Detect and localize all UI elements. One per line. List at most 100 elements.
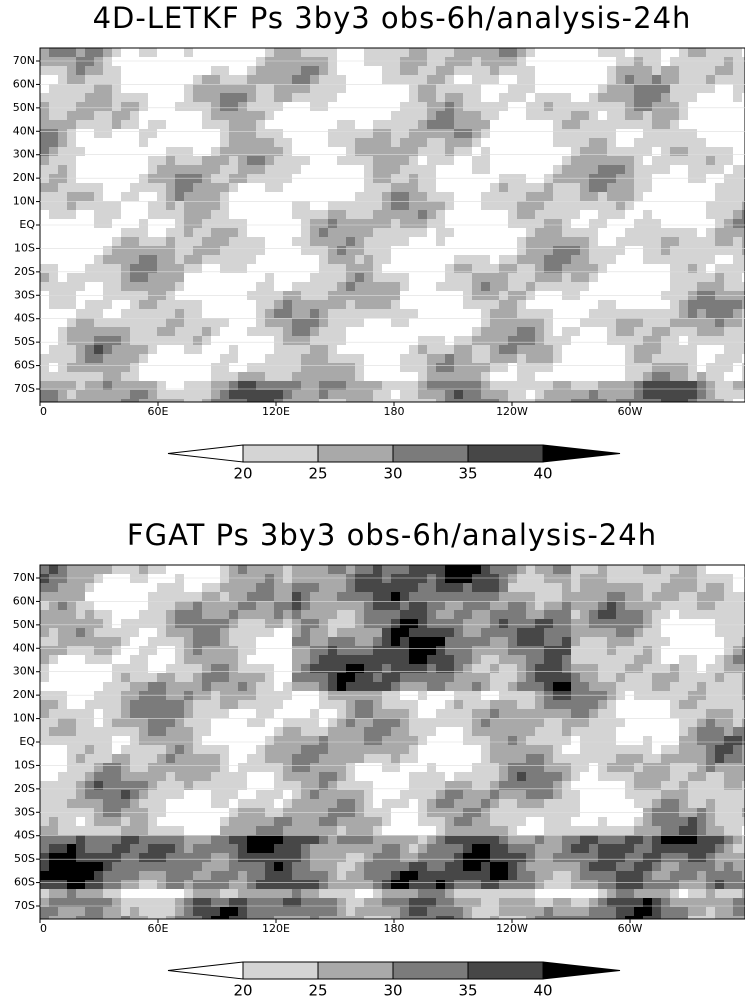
contour-cell (229, 700, 238, 709)
contour-cell (463, 691, 472, 700)
contour-cell (328, 129, 337, 138)
contour-cell (328, 682, 337, 691)
contour-cell (544, 655, 553, 664)
contour-cell (67, 282, 76, 291)
contour-cell (724, 363, 733, 372)
contour-cell (346, 93, 355, 102)
contour-cell (697, 138, 706, 147)
contour-cell (166, 201, 175, 210)
contour-cell (553, 628, 562, 637)
contour-cell (391, 637, 400, 646)
contour-cell (535, 628, 544, 637)
contour-cell (76, 592, 85, 601)
contour-cell (616, 84, 625, 93)
contour-cell (499, 682, 508, 691)
contour-cell (589, 174, 598, 183)
contour-cell (562, 336, 571, 345)
contour-cell (121, 75, 130, 84)
contour-cell (607, 165, 616, 174)
contour-cell (364, 75, 373, 84)
contour-cell (256, 754, 265, 763)
contour-cell (724, 102, 733, 111)
contour-cell (436, 610, 445, 619)
contour-cell (211, 192, 220, 201)
contour-cell (337, 372, 346, 381)
contour-cell (427, 174, 436, 183)
contour-cell (598, 84, 607, 93)
contour-cell (661, 700, 670, 709)
contour-cell (571, 75, 580, 84)
contour-cell (706, 390, 715, 399)
contour-cell (184, 93, 193, 102)
contour-cell (49, 372, 58, 381)
contour-cell (139, 237, 148, 246)
contour-cell (589, 102, 598, 111)
contour-cell (724, 192, 733, 201)
contour-cell (103, 84, 112, 93)
contour-cell (202, 628, 211, 637)
contour-cell (130, 565, 139, 574)
contour-cell (85, 610, 94, 619)
contour-cell (283, 165, 292, 174)
contour-cell (427, 120, 436, 129)
contour-cell (94, 390, 103, 399)
contour-cell (382, 255, 391, 264)
contour-cell (589, 601, 598, 610)
contour-cell (535, 565, 544, 574)
contour-cell (535, 673, 544, 682)
contour-cell (490, 192, 499, 201)
contour-cell (175, 673, 184, 682)
contour-cell (103, 390, 112, 399)
contour-cell (238, 183, 247, 192)
contour-cell (463, 282, 472, 291)
contour-cell (283, 565, 292, 574)
contour-cell (67, 309, 76, 318)
contour-cell (409, 201, 418, 210)
contour-cell (67, 610, 76, 619)
contour-cell (697, 691, 706, 700)
contour-cell (697, 48, 706, 57)
contour-cell (706, 709, 715, 718)
contour-cell (499, 628, 508, 637)
contour-cell (553, 718, 562, 727)
contour-cell (355, 336, 364, 345)
contour-cell (517, 318, 526, 327)
contour-cell (283, 120, 292, 129)
contour-cell (670, 574, 679, 583)
contour-cell (427, 592, 436, 601)
contour-cell (400, 156, 409, 165)
contour-cell (472, 255, 481, 264)
contour-cell (679, 709, 688, 718)
contour-cell (220, 709, 229, 718)
contour-cell (508, 655, 517, 664)
contour-cell (445, 637, 454, 646)
contour-cell (175, 372, 184, 381)
contour-cell (445, 282, 454, 291)
colorbar-box (243, 445, 318, 462)
contour-cell (184, 57, 193, 66)
contour-cell (625, 745, 634, 754)
contour-cell (247, 309, 256, 318)
contour-cell (688, 345, 697, 354)
contour-cell (688, 300, 697, 309)
contour-cell (157, 592, 166, 601)
contour-cell (166, 745, 175, 754)
contour-cell (679, 574, 688, 583)
contour-cell (202, 619, 211, 628)
contour-cell (679, 246, 688, 255)
contour-cell (445, 363, 454, 372)
contour-cell (40, 601, 49, 610)
contour-cell (202, 673, 211, 682)
contour-cell (256, 628, 265, 637)
contour-cell (418, 255, 427, 264)
contour-cell (706, 601, 715, 610)
contour-cell (175, 354, 184, 363)
contour-cell (508, 709, 517, 718)
contour-cell (616, 363, 625, 372)
contour-cell (661, 111, 670, 120)
contour-cell (40, 138, 49, 147)
contour-cell (580, 583, 589, 592)
contour-cell (121, 192, 130, 201)
contour-cell (364, 201, 373, 210)
contour-cell (436, 84, 445, 93)
